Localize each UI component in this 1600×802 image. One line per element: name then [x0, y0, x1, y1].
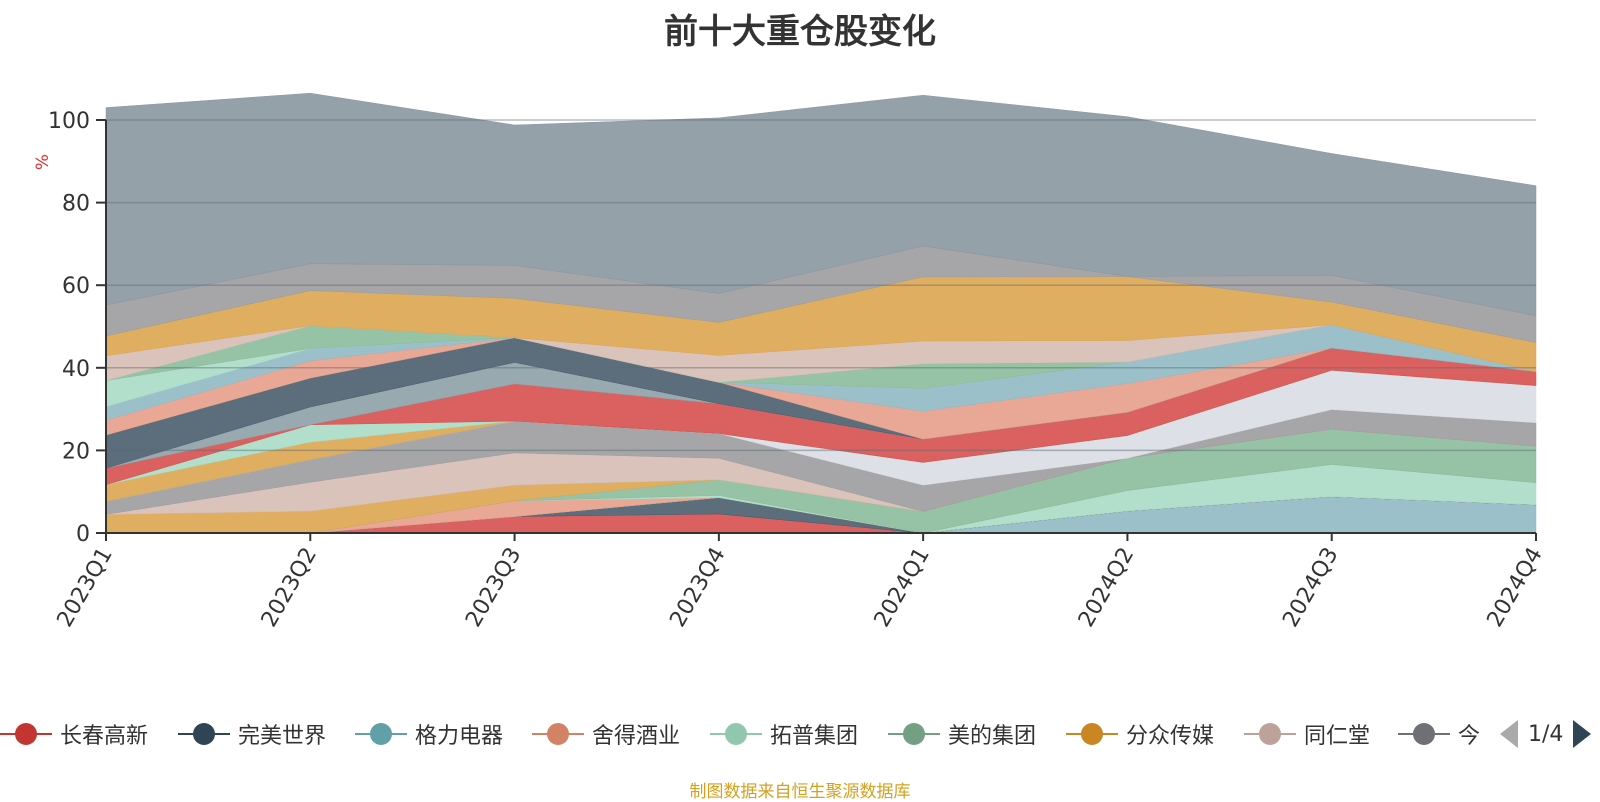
legend-marker-icon	[1398, 712, 1450, 756]
x-tick-label: 2023Q4	[665, 543, 730, 631]
area-series-p	[105, 92, 1537, 317]
legend-prev-icon[interactable]	[1500, 720, 1518, 748]
legend-item[interactable]: 格力电器	[355, 712, 503, 756]
y-tick-label: 20	[62, 439, 90, 464]
legend-page-indicator: 1/4	[1528, 721, 1564, 747]
legend-marker-icon	[355, 712, 407, 756]
legend-pager: 1/4	[1500, 712, 1592, 756]
y-tick-label: 60	[62, 274, 90, 299]
legend-item[interactable]: 分众传媒	[1066, 712, 1214, 756]
legend-item[interactable]: 完美世界	[178, 712, 326, 756]
y-axis-label: %	[33, 154, 53, 170]
gridlines	[106, 119, 1536, 452]
legend-item[interactable]: 拓普集团	[710, 712, 858, 756]
y-tick-label: 100	[48, 109, 90, 134]
legend-item[interactable]: 美的集团	[888, 712, 1036, 756]
legend-label: 舍得酒业	[592, 724, 681, 749]
legend-marker-icon	[0, 712, 52, 756]
x-tick-label: 2023Q2	[257, 543, 322, 631]
area-series-group	[105, 92, 1537, 534]
legend-marker-icon	[178, 712, 230, 756]
legend-marker-icon	[1244, 712, 1296, 756]
x-tick-label: 2024Q2	[1074, 543, 1139, 631]
legend-items: 长春高新 完美世界 格力电器 舍得酒业 拓普集团 美的集团 分众传媒 同仁堂 今世缘	[0, 712, 1480, 756]
legend-next-icon[interactable]	[1573, 720, 1592, 748]
legend-label: 分众传媒	[1126, 724, 1215, 749]
legend-marker-icon	[710, 712, 762, 756]
legend-marker-icon	[1066, 712, 1118, 756]
legend-item[interactable]: 同仁堂	[1244, 712, 1370, 756]
legend-label: 长春高新	[60, 724, 149, 749]
legend-item[interactable]: 长春高新	[0, 712, 148, 756]
x-tick-label: 2024Q4	[1483, 543, 1548, 631]
legend-marker-icon	[532, 712, 584, 756]
legend-label: 今世缘	[1458, 724, 1480, 749]
legend-label: 美的集团	[948, 724, 1037, 749]
legend-label: 完美世界	[238, 724, 327, 749]
legend-marker-icon	[888, 712, 940, 756]
legend-label: 拓普集团	[770, 724, 859, 749]
source-note: 制图数据来自恒生聚源数据库	[689, 782, 911, 802]
legend-item[interactable]: 今世缘	[1398, 712, 1480, 756]
legend-label: 同仁堂	[1304, 724, 1371, 749]
y-tick-label: 40	[62, 357, 90, 382]
axes	[96, 119, 1537, 541]
y-tick-label: 80	[62, 192, 90, 217]
x-tick-label: 2024Q3	[1278, 543, 1343, 631]
x-tick-label: 2023Q1	[53, 543, 118, 631]
legend: 长春高新 完美世界 格力电器 舍得酒业 拓普集团 美的集团 分众传媒 同仁堂 今世缘 1/4	[0, 712, 1600, 756]
y-tick-label: 0	[76, 522, 90, 547]
legend-item[interactable]: 舍得酒业	[532, 712, 680, 756]
chart-title: 前十大重仓股变化	[664, 12, 936, 52]
x-tick-label: 2023Q3	[461, 543, 526, 631]
x-tick-label: 2024Q1	[870, 543, 935, 631]
legend-label: 格力电器	[415, 724, 504, 749]
